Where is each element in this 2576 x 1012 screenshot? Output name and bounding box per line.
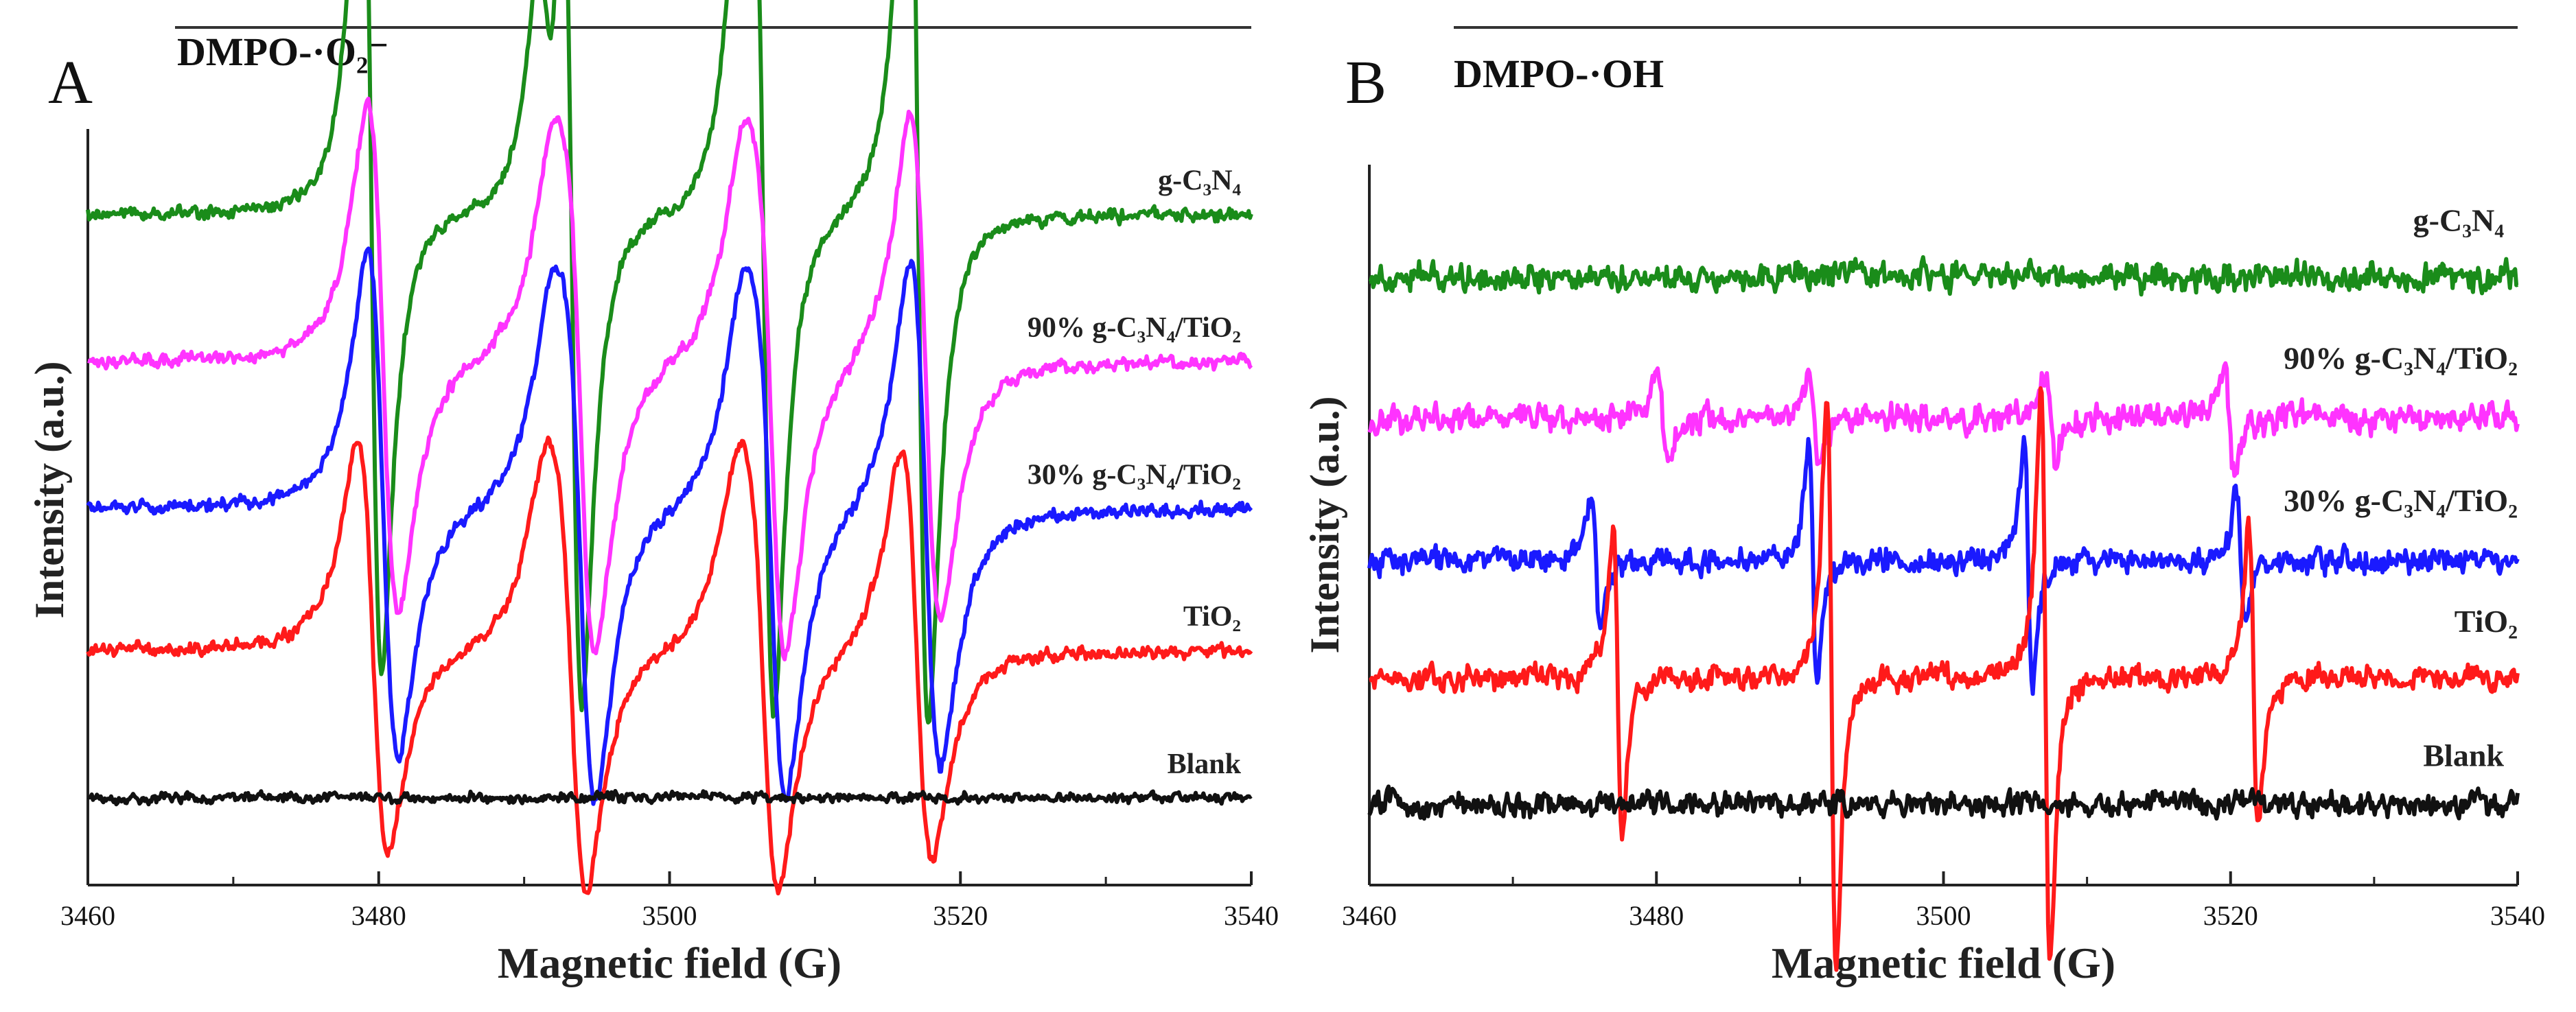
x-tick-label: 3540 (1224, 900, 1279, 931)
x-tick-label: 3540 (2490, 900, 2545, 931)
series-label: TiO₂ (1183, 601, 1241, 633)
series-label: TiO₂ (2455, 604, 2518, 639)
y-axis-label: Intensity (a.u.) (27, 361, 72, 618)
series-line-3 (86, 435, 1253, 896)
x-tick-label: 3520 (933, 900, 988, 931)
x-tick-label: 3460 (60, 900, 115, 931)
x-tick-label: 3500 (642, 900, 697, 931)
x-tick-label: 3480 (1629, 900, 1684, 931)
x-axis-label: Magnetic field (G) (498, 939, 842, 987)
series-line-2 (86, 246, 1253, 806)
panel-label: B (1345, 49, 1386, 117)
series-label: g-C₃N₄ (2413, 203, 2505, 238)
y-axis-label: Intensity (a.u.) (1302, 396, 1347, 653)
series-line-4 (86, 788, 1253, 807)
series-label: 90% g-C₃N₄/TiO₂ (2284, 341, 2518, 376)
series-line-1 (1367, 361, 2520, 478)
series-line-3 (1368, 386, 2520, 972)
x-axis-label: Magnetic field (G) (1772, 939, 2115, 987)
x-tick-label: 3500 (1916, 900, 1971, 931)
series-label: Blank (1168, 749, 1242, 780)
series-label: 30% g-C₃N₄/TiO₂ (2284, 483, 2518, 518)
series-line-2 (1367, 435, 2520, 696)
series-line-0 (1368, 255, 2519, 297)
chart-title: DMPO-·OH (1454, 51, 1664, 96)
series-label: Blank (2423, 738, 2504, 773)
panel-a: 3460 3480 3500 3520 3540 Magnetic field (G) In… (27, 0, 1279, 987)
series-label: 30% g-C₃N₄/TiO₂ (1028, 460, 1241, 491)
x-tick-label: 3520 (2203, 900, 2258, 931)
x-tick-label: 3460 (1342, 900, 1397, 931)
series-label: g-C₃N₄ (1158, 165, 1241, 196)
panel-b: 3460 3480 3500 3520 3540 Magnetic field (G) In… (1302, 26, 2545, 987)
series-line-0 (86, 0, 1253, 725)
x-tick-label: 3480 (351, 900, 406, 931)
panel-label: A (48, 49, 93, 117)
series-line-1 (86, 96, 1253, 661)
chart-title: DMPO-·O₂⁻ (177, 30, 389, 74)
series-line-4 (1367, 784, 2520, 821)
series-label: 90% g-C₃N₄/TiO₂ (1028, 312, 1241, 344)
